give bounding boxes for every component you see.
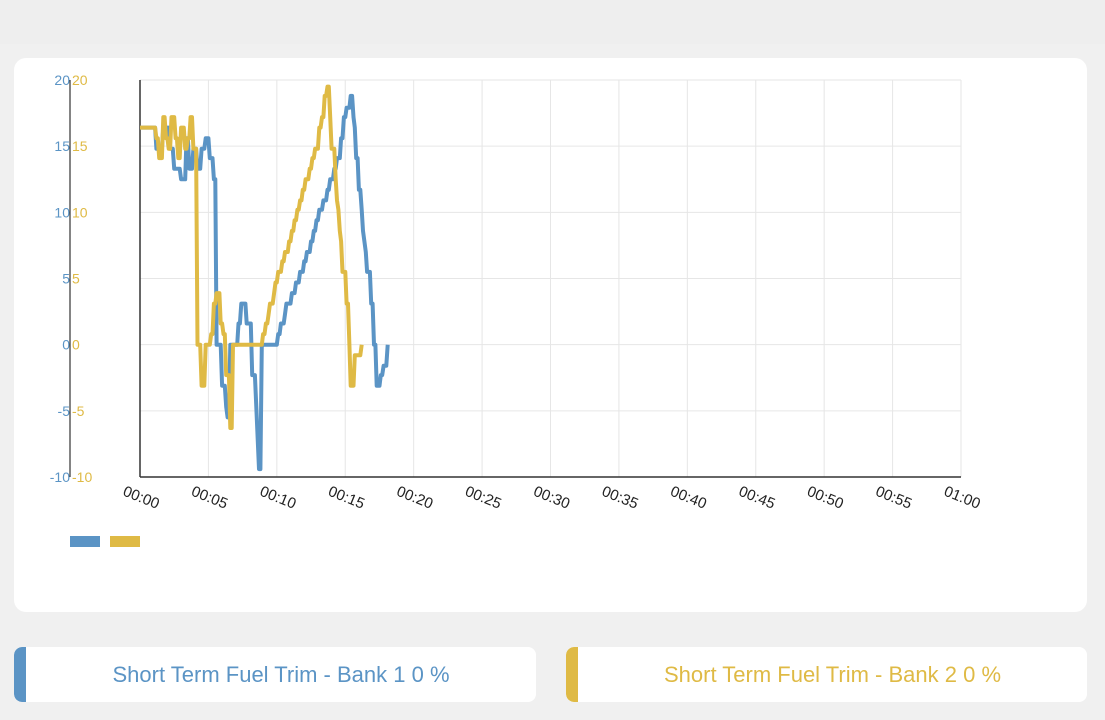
y-tick-label-bank2: 20 [72,72,88,88]
chart-card: 20 20 15 15 10 10 5 5 0 0 -5 -5 -10 -10 00:00 00:05 00:… [14,58,1087,612]
x-tick-label: 00:40 [668,483,709,513]
x-tick-label: 00:20 [394,483,435,513]
y-tick-label-bank1: -10 [50,469,70,485]
x-tick-label: 00:30 [531,483,572,513]
x-tick-label: 00:00 [121,483,162,513]
y-tick-label-bank1: 5 [62,271,70,287]
x-tick-label: 00:25 [463,483,504,513]
y-tick-label-bank1: 15 [54,138,70,154]
bank1-color-bar [14,647,26,702]
series-lines [140,84,390,472]
bank1-label: Short Term Fuel Trim - Bank 1 0 % [112,661,450,687]
top-strip [0,0,1105,44]
grid [140,79,962,478]
y-tick-label-bank2: 0 [72,337,80,353]
x-tick-label: 00:50 [805,483,846,513]
y-tick-label-bank2: 5 [72,271,80,287]
x-tick-label: 00:05 [189,483,230,513]
series-line-bank1 [140,93,390,472]
y-tick-label-bank2: 15 [72,138,88,154]
bank2-color-bar [566,647,578,702]
x-tick-label: 00:15 [326,483,367,513]
x-tick-label: 00:45 [736,483,777,513]
x-tick-label: 00:10 [257,483,298,513]
legend-swatch-bank2[interactable] [110,536,140,547]
y-axis: 20 20 15 15 10 10 5 5 0 0 -5 -5 -10 -10 [50,72,93,485]
x-axis: 00:00 00:05 00:10 00:15 00:20 00:25 00:30 00:35… [121,80,983,513]
y-tick-label-bank2: -10 [72,469,92,485]
x-tick-label: 00:35 [599,483,640,513]
x-tick-label: 00:55 [873,483,914,513]
y-tick-label-bank2: 10 [72,204,88,220]
legend-swatch-bank1[interactable] [70,536,100,547]
y-tick-label-bank1: 0 [62,337,70,353]
bank2-label: Short Term Fuel Trim - Bank 2 0 % [663,661,1002,687]
y-tick-label-bank1: 20 [54,72,70,88]
y-tick-label-bank2: -5 [72,403,85,419]
bank2-button[interactable]: Short Term Fuel Trim - Bank 2 0 % [566,647,1087,702]
y-tick-label-bank1: 10 [54,204,70,220]
series-line-bank2 [140,84,364,430]
bank1-button[interactable]: Short Term Fuel Trim - Bank 1 0 % [14,647,536,702]
y-tick-label-bank1: -5 [58,403,71,419]
x-tick-label: 01:00 [942,483,983,513]
